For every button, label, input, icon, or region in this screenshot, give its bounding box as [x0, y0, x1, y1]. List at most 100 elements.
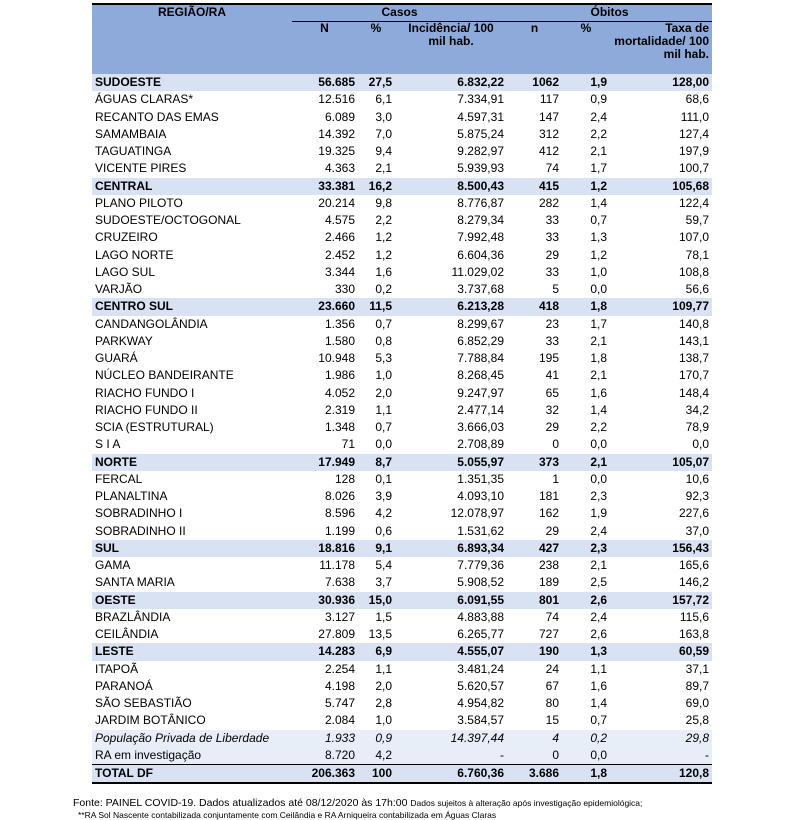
- cell-taxa: 107,0: [678, 230, 709, 245]
- cell-opct: 0,0: [590, 471, 607, 486]
- cell-on: 0: [552, 437, 559, 452]
- cell-taxa: 78,1: [685, 247, 709, 262]
- header-pct-obitos: %: [562, 21, 610, 74]
- cell-name: SOBRADINHO II: [95, 523, 186, 538]
- cell-inc: 9.247,97: [457, 385, 504, 400]
- cell-inc: 4.954,82: [457, 696, 504, 711]
- cell-pct: 2,1: [375, 161, 392, 176]
- cell-taxa: 165,6: [678, 558, 709, 573]
- cell-inc: -: [395, 746, 507, 765]
- cell-inc: 4.597,31: [457, 109, 504, 124]
- cell-opct: 0,0: [562, 746, 610, 765]
- cell-inc: 4.555,07: [395, 643, 507, 661]
- cell-on: 282: [538, 195, 559, 210]
- cell-on: 33: [545, 264, 559, 279]
- total-row: TOTAL DF 206.363 100 6.760,36 3.686 1,8 120,8: [92, 764, 712, 784]
- cell-n: 4.363: [324, 161, 355, 176]
- cell-taxa: 156,43: [610, 539, 712, 557]
- cell-opct: 1,9: [590, 506, 607, 521]
- cell-pct: 3,0: [375, 109, 392, 124]
- cell-opct: 2,1: [590, 144, 607, 159]
- cell-n: 3.127: [324, 609, 355, 624]
- cell-inc: 4.883,88: [457, 609, 504, 624]
- cell-n: 4.198: [324, 678, 355, 693]
- cell-inc: 3.584,57: [457, 713, 504, 728]
- cell-on: 801: [507, 591, 562, 609]
- cell-taxa: 56,6: [685, 282, 709, 297]
- cell-taxa: 163,8: [678, 627, 709, 642]
- cell-pct: 27,5: [357, 74, 395, 92]
- cell-opct: 2,2: [590, 126, 607, 141]
- cell-taxa: 37,0: [685, 523, 709, 538]
- cell-opct: 1,4: [590, 195, 607, 210]
- cell-name: LAGO NORTE: [95, 247, 174, 262]
- cell-taxa: 89,7: [685, 678, 709, 693]
- cell-taxa: -: [610, 746, 712, 765]
- cell-taxa: 78,9: [685, 420, 709, 435]
- cell-n: 14.392: [318, 126, 355, 141]
- table-row: RIACHO FUNDO II 2.319 1,1 2.477,14 32 1,4 34,2: [92, 402, 712, 419]
- cell-opct: 1,3: [562, 643, 610, 661]
- cell-inc: 6.852,29: [457, 333, 504, 348]
- cell-on: 24: [545, 661, 559, 676]
- cell-taxa: 197,9: [678, 144, 709, 159]
- cell-opct: 1,8: [562, 298, 610, 316]
- table-row: JARDIM BOTÂNICO 2.084 1,0 3.584,57 15 0,7 25,8: [92, 712, 712, 729]
- cell-taxa: 127,4: [678, 126, 709, 141]
- cell-opct: 1,7: [590, 316, 607, 331]
- cell-on: 195: [538, 351, 559, 366]
- cell-opct: 2,3: [562, 539, 610, 557]
- cell-opct: 1,2: [562, 177, 610, 195]
- cell-name: SANTA MARIA: [95, 575, 175, 590]
- footer-note2: **RA Sol Nascente contabilizada conjunta…: [78, 810, 497, 820]
- cell-taxa: 148,4: [678, 385, 709, 400]
- covid-table: REGIÃO/RA Casos Óbitos N % Incidência/ 1…: [92, 3, 712, 784]
- cell-inc: 6.760,36: [395, 764, 507, 784]
- cell-taxa: 170,7: [678, 368, 709, 383]
- cell-opct: 1,0: [590, 264, 607, 279]
- cell-name: População Privada de Liberdade: [92, 729, 292, 747]
- cell-n: 2.084: [324, 713, 355, 728]
- cell-pct: 100: [357, 764, 395, 784]
- cell-opct: 0,0: [590, 282, 607, 297]
- cell-pct: 7,0: [375, 126, 392, 141]
- cell-on: 74: [545, 161, 559, 176]
- cell-taxa: 29,8: [610, 729, 712, 747]
- cell-inc: 8.776,87: [457, 195, 504, 210]
- cell-pct: 0,8: [375, 333, 392, 348]
- cell-pct: 6,9: [357, 643, 395, 661]
- cell-n: 7.638: [324, 575, 355, 590]
- cell-pct: 2,0: [375, 385, 392, 400]
- cell-n: 330: [334, 282, 355, 297]
- cell-on: 33: [545, 333, 559, 348]
- region-row: SUL 18.816 9,1 6.893,34 427 2,3 156,43: [92, 539, 712, 557]
- cell-taxa: 143,1: [678, 333, 709, 348]
- cell-inc: 3.737,68: [457, 282, 504, 297]
- cell-inc: 5.908,52: [457, 575, 504, 590]
- header-regiao: REGIÃO/RA: [92, 3, 292, 74]
- table-row: RA em investigação 8.720 4,2-0 0,0-: [92, 746, 712, 765]
- cell-name: FERCAL: [95, 471, 143, 486]
- cell-n: 1.933: [292, 729, 357, 747]
- cell-on: 1062: [507, 74, 562, 92]
- cell-name: SUL: [92, 539, 292, 557]
- cell-taxa: 120,8: [610, 764, 712, 784]
- region-row: LESTE 14.283 6,9 4.555,07 190 1,3 60,59: [92, 643, 712, 661]
- cell-on: 181: [538, 489, 559, 504]
- cell-opct: 0,2: [562, 729, 610, 747]
- cell-on: 190: [507, 643, 562, 661]
- cell-on: 162: [538, 506, 559, 521]
- cell-inc: 5.055,97: [395, 453, 507, 471]
- cell-opct: 1,9: [562, 74, 610, 92]
- cell-pct: 16,2: [357, 177, 395, 195]
- cell-taxa: 105,68: [610, 177, 712, 195]
- cell-on: 418: [507, 298, 562, 316]
- cell-pct: 1,0: [375, 713, 392, 728]
- cell-on: 117: [539, 92, 559, 107]
- cell-taxa: 122,4: [678, 195, 709, 210]
- header-pct-casos: %: [357, 21, 395, 74]
- cell-pct: 1,5: [375, 609, 392, 624]
- cell-inc: 7.779,36: [457, 558, 504, 573]
- cell-on: 3.686: [507, 764, 562, 784]
- cell-name: GUARÁ: [95, 351, 138, 366]
